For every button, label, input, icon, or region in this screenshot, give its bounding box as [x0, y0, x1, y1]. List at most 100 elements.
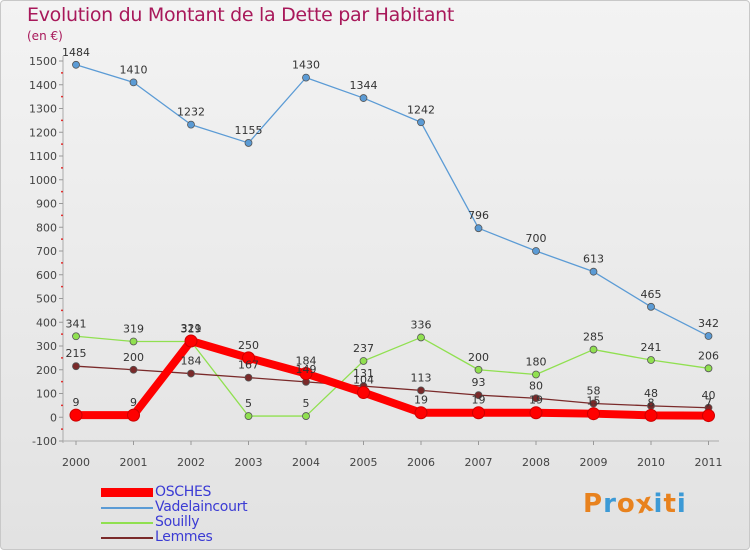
y-tick-label: 100: [36, 388, 57, 401]
data-point: [532, 247, 540, 255]
data-label: 1155: [235, 124, 263, 137]
series-line-osches: [72, 337, 713, 420]
data-label: 200: [123, 351, 144, 364]
data-point: [72, 362, 80, 371]
data-point: [647, 356, 655, 364]
data-label: 8: [648, 396, 655, 409]
data-label: 19: [472, 394, 486, 407]
data-point: [244, 139, 253, 147]
y-tick-label: -100: [32, 435, 57, 448]
data-label: 9: [73, 396, 80, 409]
series-line-souilly: [75, 335, 710, 417]
y-tick-label: 1200: [29, 126, 57, 139]
data-point: [417, 118, 425, 127]
data-point: [129, 78, 138, 87]
data-point: [127, 408, 140, 422]
data-point: [414, 406, 428, 420]
data-label: 40: [702, 389, 716, 402]
x-tick-label: 2004: [292, 456, 320, 469]
data-label: 93: [472, 376, 486, 389]
data-label: 104: [353, 374, 374, 387]
y-tick-label: 700: [36, 245, 57, 258]
data-label: 184: [181, 355, 202, 368]
data-label: 237: [353, 342, 374, 355]
y-tick-label: 600: [36, 269, 57, 282]
y-tick-label: 400: [36, 316, 57, 329]
y-tick-label: 1500: [29, 55, 57, 68]
y-tick-label: 0: [50, 411, 57, 424]
data-point: [472, 406, 485, 420]
data-point: [474, 224, 483, 233]
legend-label: OSCHES: [155, 484, 212, 500]
data-label: 58: [587, 384, 601, 397]
data-label: 80: [529, 379, 543, 392]
y-tick-label: 500: [36, 293, 57, 306]
data-point: [244, 412, 253, 420]
data-label: 250: [238, 339, 259, 352]
y-tick-label: 800: [36, 221, 57, 234]
data-point: [302, 73, 310, 82]
data-point: [187, 120, 195, 129]
data-label: 7: [705, 397, 712, 410]
data-point: [589, 345, 598, 354]
data-point: [647, 302, 655, 311]
data-point: [359, 94, 368, 102]
data-label: 796: [468, 209, 489, 222]
data-label: 319: [181, 322, 202, 335]
data-point: [187, 369, 195, 378]
series-line-lemmes: [75, 365, 710, 409]
data-point: [72, 60, 80, 69]
data-label: 342: [698, 317, 719, 330]
data-point: [69, 408, 83, 422]
data-label: 336: [411, 318, 432, 331]
data-point: [184, 334, 198, 348]
y-tick-label: 1100: [29, 150, 57, 163]
data-point: [589, 399, 598, 408]
data-label: 1430: [292, 59, 320, 72]
series-line-vadelaincourt: [75, 64, 710, 337]
data-label: 285: [583, 331, 604, 344]
data-point: [299, 367, 313, 381]
data-point: [242, 351, 255, 365]
data-point: [302, 412, 310, 420]
data-label: 341: [66, 317, 87, 330]
data-point: [702, 409, 715, 423]
x-tick-label: 2008: [522, 456, 550, 469]
data-point: [129, 337, 138, 346]
data-label: 241: [641, 341, 662, 354]
data-point: [532, 370, 540, 379]
x-tick-label: 2005: [350, 456, 378, 469]
data-label: 319: [123, 322, 144, 335]
data-point: [532, 394, 540, 403]
data-point: [589, 267, 598, 276]
x-tick-label: 2002: [177, 456, 205, 469]
data-label: 167: [238, 359, 259, 372]
data-point: [417, 386, 425, 395]
data-label: 1410: [120, 63, 148, 76]
data-point: [474, 365, 483, 374]
x-tick-label: 2010: [637, 456, 665, 469]
x-tick-label: 2003: [235, 456, 263, 469]
data-point: [704, 364, 713, 373]
data-point: [529, 406, 543, 420]
legend-label: Souilly: [155, 514, 200, 530]
x-tick-label: 2000: [62, 456, 90, 469]
legend-swatch: [101, 522, 153, 524]
data-label: 1242: [407, 103, 435, 116]
data-label: 113: [411, 371, 432, 384]
data-point: [644, 408, 658, 422]
data-label: 700: [526, 232, 547, 245]
data-label: 1484: [62, 46, 90, 59]
x-tick-label: 2011: [695, 456, 723, 469]
data-point: [244, 373, 253, 382]
data-point: [357, 386, 370, 400]
chart-title: Evolution du Montant de la Dette par Hab…: [27, 4, 455, 26]
legend-swatch: [101, 488, 153, 497]
data-point: [417, 333, 425, 342]
data-label: 1344: [350, 79, 378, 92]
data-label: 184: [296, 355, 317, 368]
x-tick-label: 2001: [120, 456, 148, 469]
y-tick-label: 900: [36, 198, 57, 211]
